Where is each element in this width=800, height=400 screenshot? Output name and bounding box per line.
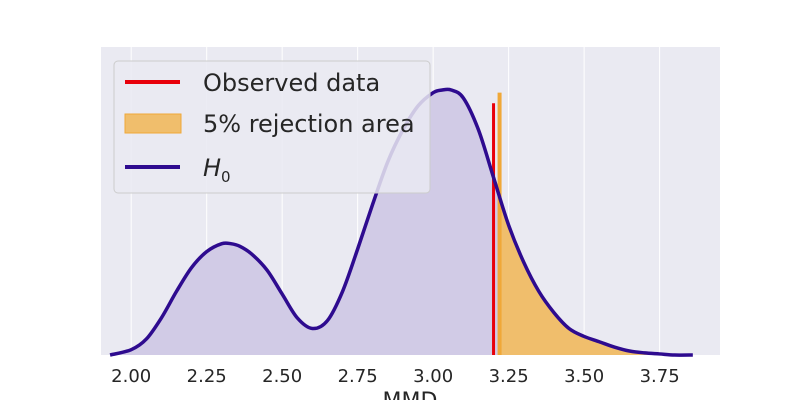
x-tick-label: 2.00 <box>111 366 151 387</box>
x-tick-label: 3.75 <box>640 366 680 387</box>
x-tick-label: 3.00 <box>413 366 453 387</box>
legend-h0-label: H0 <box>203 154 231 186</box>
x-tick-label: 2.75 <box>338 366 378 387</box>
threshold-markers <box>492 92 502 355</box>
x-tick-label: 3.25 <box>489 366 529 387</box>
legend-rejection-label: 5% rejection area <box>203 110 415 138</box>
x-tick-label: 2.25 <box>187 366 227 387</box>
density-fill <box>110 89 693 356</box>
legend-observed-label: Observed data <box>203 69 380 97</box>
legend-rejection-swatch <box>124 113 182 134</box>
x-tick-label: 3.50 <box>564 366 604 387</box>
legend: Observed data 5% rejection area H0 <box>113 60 431 194</box>
rejection-area-fill <box>499 196 693 356</box>
legend-box <box>113 60 431 194</box>
x-tick-labels: 2.00 2.25 2.50 2.75 3.00 3.25 3.50 3.75 <box>111 366 679 387</box>
x-axis-title: MMD <box>383 389 438 400</box>
x-tick-label: 2.50 <box>262 366 302 387</box>
density-areas <box>110 89 693 356</box>
